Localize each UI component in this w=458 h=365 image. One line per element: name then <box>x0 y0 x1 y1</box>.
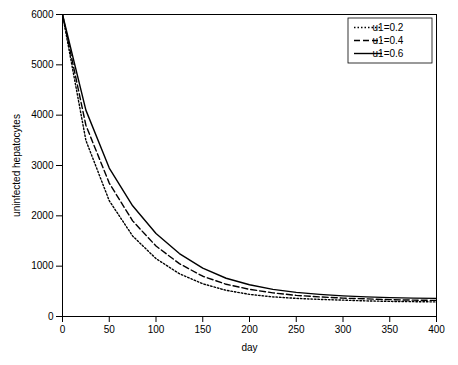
svg-text:1000: 1000 <box>31 260 54 271</box>
svg-text:100: 100 <box>148 324 165 335</box>
svg-text:300: 300 <box>335 324 352 335</box>
svg-text:5000: 5000 <box>31 59 54 70</box>
svg-text:6000: 6000 <box>31 9 54 20</box>
svg-text:150: 150 <box>194 324 211 335</box>
svg-text:u1=0.4: u1=0.4 <box>373 35 404 46</box>
svg-text:0: 0 <box>60 324 66 335</box>
svg-text:uninfected hepatocytes: uninfected hepatocytes <box>11 114 22 217</box>
svg-text:400: 400 <box>428 324 445 335</box>
svg-text:day: day <box>241 342 257 353</box>
svg-text:50: 50 <box>104 324 116 335</box>
svg-text:250: 250 <box>288 324 305 335</box>
svg-text:350: 350 <box>381 324 398 335</box>
svg-text:2000: 2000 <box>31 210 54 221</box>
svg-text:3000: 3000 <box>31 160 54 171</box>
svg-text:u1=0.6: u1=0.6 <box>373 48 404 59</box>
svg-text:u1=0.2: u1=0.2 <box>373 22 404 33</box>
svg-text:0: 0 <box>48 311 54 322</box>
svg-text:200: 200 <box>241 324 258 335</box>
svg-text:4000: 4000 <box>31 109 54 120</box>
